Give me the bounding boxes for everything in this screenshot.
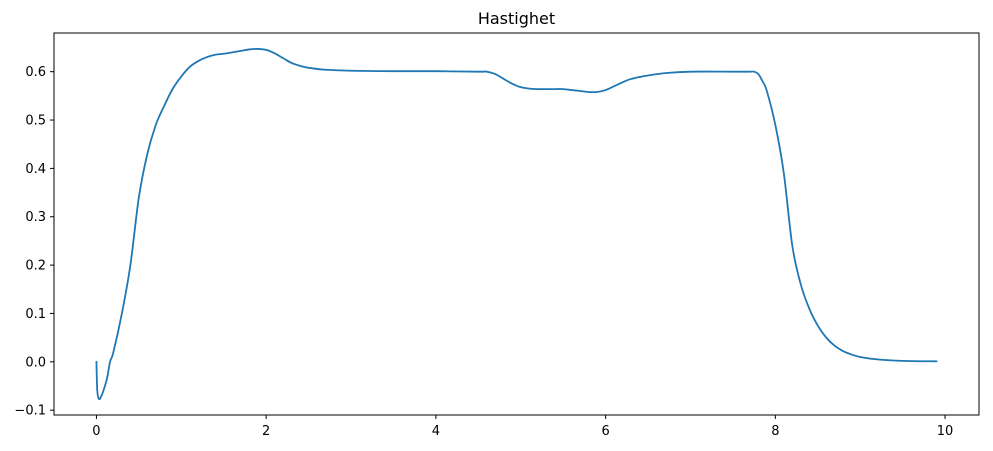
x-tick-label: 6 xyxy=(601,424,609,439)
x-tick-label: 4 xyxy=(432,424,440,439)
x-tick-label: 0 xyxy=(92,424,100,439)
x-tick-label: 2 xyxy=(262,424,270,439)
y-tick-label: 0.4 xyxy=(25,162,46,177)
y-tick-label: 0.6 xyxy=(25,65,46,80)
y-tick-label: 0.1 xyxy=(25,307,46,322)
chart-title: Hastighet xyxy=(478,9,555,28)
y-axis: −0.1 0.0 0.1 0.2 0.3 0.4 0.5 0.6 xyxy=(14,65,54,419)
y-tick-label: 0.5 xyxy=(25,114,46,129)
plot-frame xyxy=(53,32,980,416)
y-tick-label: 0.0 xyxy=(25,355,46,370)
y-tick-label: −0.1 xyxy=(14,404,46,419)
y-tick-label: 0.3 xyxy=(25,210,46,225)
y-tick-label: 0.2 xyxy=(25,259,46,274)
x-axis: 0 2 4 6 8 10 xyxy=(92,415,953,439)
x-tick-label: 10 xyxy=(937,424,954,439)
series-line xyxy=(95,48,938,401)
x-tick-label: 8 xyxy=(771,424,779,439)
